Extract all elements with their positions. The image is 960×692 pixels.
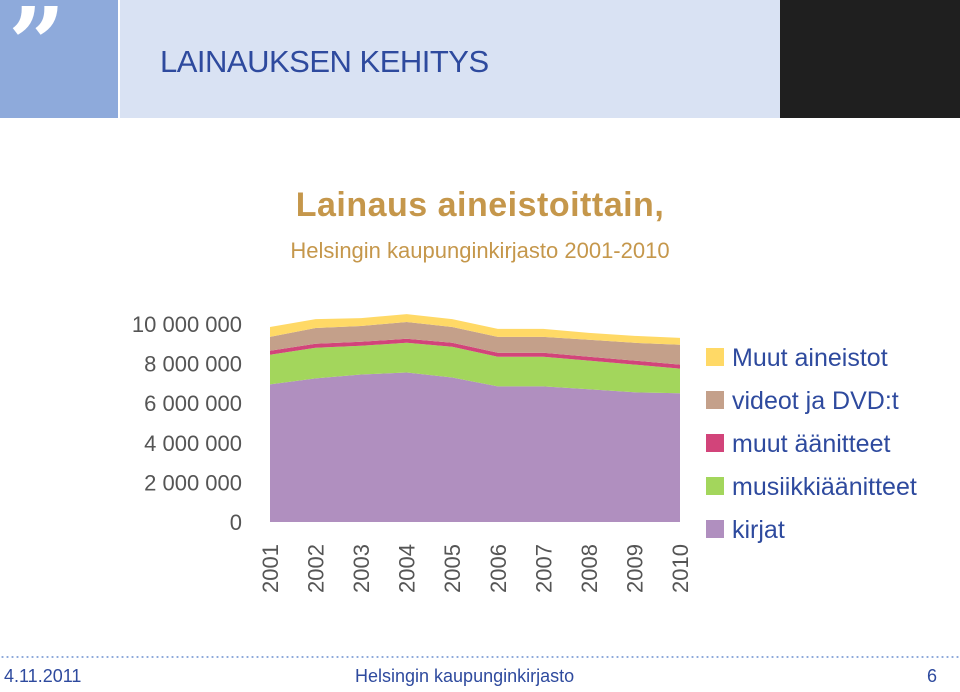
dark-strip (780, 0, 960, 118)
footer-divider (0, 656, 960, 658)
quote-box: ” (0, 0, 118, 118)
x-tick-label: 2004 (395, 544, 420, 593)
x-axis-ticks: 2001 2002 2003 2004 2005 2006 2007 2008 2009 2010 (258, 544, 693, 593)
x-tick-label: 2009 (622, 544, 647, 593)
x-tick-label: 2002 (304, 544, 329, 593)
y-tick-label: 4 000 000 (144, 431, 242, 456)
y-tick-label: 8 000 000 (144, 352, 242, 377)
slide-header: ” LAINAUKSEN KEHITYS (0, 0, 960, 118)
area-series-0 (270, 372, 680, 522)
legend-swatch (706, 348, 724, 366)
legend-swatch (706, 391, 724, 409)
legend-swatch (706, 520, 724, 538)
chart-legend: Muut aineistot videot ja DVD:t muut äänitt… (706, 344, 917, 544)
x-tick-label: 2005 (440, 544, 465, 593)
x-tick-label: 2008 (577, 544, 602, 593)
y-tick-label: 0 (230, 510, 242, 535)
area-series-4 (270, 314, 680, 345)
legend-swatch (706, 477, 724, 495)
y-tick-label: 6 000 000 (144, 391, 242, 416)
footer-organization: Helsingin kaupunginkirjasto (355, 666, 575, 686)
x-tick-label: 2001 (258, 544, 283, 593)
y-tick-label: 2 000 000 (144, 470, 242, 495)
chart-title: Lainaus aineistoittain, (295, 186, 665, 224)
chart-subtitle: Helsingin kaupunginkirjasto 2001-2010 (290, 238, 670, 263)
footer-date: 4.11.2011 (4, 666, 82, 686)
y-tick-label: 10 000 000 (132, 312, 242, 337)
legend-label: muut äänitteet (732, 430, 890, 458)
y-axis-ticks: 0 2 000 000 4 000 000 6 000 000 8 000 000 10 … (132, 312, 242, 535)
footer-page-number: 6 (927, 666, 938, 686)
area-series-3 (270, 322, 680, 365)
page-title: LAINAUKSEN KEHITYS (160, 44, 489, 79)
x-tick-label: 2010 (668, 544, 693, 593)
legend-label: kirjat (732, 516, 785, 544)
legend-swatch (706, 434, 724, 452)
area-series-1 (270, 342, 680, 394)
quote-icon: ” (8, 0, 65, 103)
x-tick-label: 2006 (486, 544, 511, 593)
stacked-area-chart: 0 2 000 000 4 000 000 6 000 000 8 000 000 10 … (132, 312, 917, 593)
legend-label: musiikkiäänitteet (732, 473, 917, 501)
legend-label: videot ja DVD:t (732, 387, 899, 415)
x-tick-label: 2007 (531, 544, 556, 593)
legend-label: Muut aineistot (732, 344, 888, 372)
chart-areas (270, 314, 680, 522)
x-tick-label: 2003 (349, 544, 374, 593)
